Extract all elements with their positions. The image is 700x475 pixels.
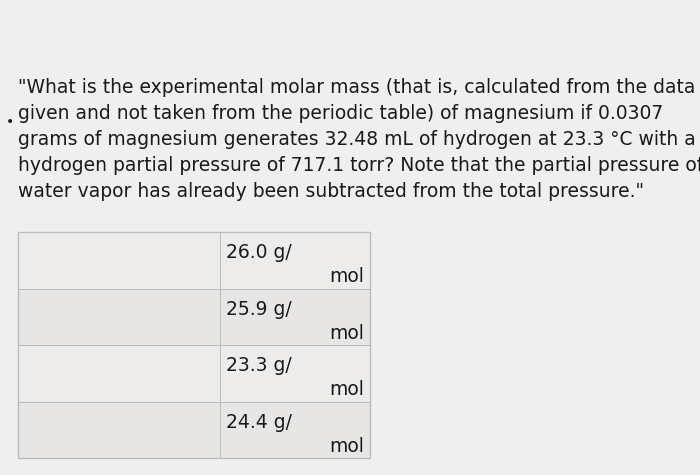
- Bar: [220, 345, 370, 401]
- Text: mol: mol: [329, 323, 364, 342]
- Text: hydrogen partial pressure of 717.1 torr? Note that the partial pressure of: hydrogen partial pressure of 717.1 torr?…: [18, 156, 700, 175]
- Text: mol: mol: [329, 267, 364, 286]
- Text: 23.3 g/: 23.3 g/: [226, 356, 292, 375]
- Bar: [220, 288, 370, 345]
- Text: 24.4 g/: 24.4 g/: [226, 413, 293, 432]
- Bar: [18, 232, 220, 288]
- Bar: [18, 345, 220, 401]
- Bar: [220, 401, 370, 458]
- Bar: [18, 288, 220, 345]
- Text: grams of magnesium generates 32.48 mL of hydrogen at 23.3 °C with a: grams of magnesium generates 32.48 mL of…: [18, 130, 696, 149]
- Text: 26.0 g/: 26.0 g/: [226, 243, 292, 262]
- Text: mol: mol: [329, 437, 364, 456]
- Bar: [18, 401, 220, 458]
- Text: mol: mol: [329, 380, 364, 399]
- Text: water vapor has already been subtracted from the total pressure.": water vapor has already been subtracted …: [18, 182, 644, 201]
- Bar: [220, 232, 370, 288]
- Text: "What is the experimental molar mass (that is, calculated from the data: "What is the experimental molar mass (th…: [18, 78, 695, 97]
- Text: given and not taken from the periodic table) of magnesium if 0.0307: given and not taken from the periodic ta…: [18, 104, 664, 123]
- Text: •: •: [6, 115, 14, 129]
- Text: 25.9 g/: 25.9 g/: [226, 300, 292, 319]
- Bar: [18, 232, 370, 458]
